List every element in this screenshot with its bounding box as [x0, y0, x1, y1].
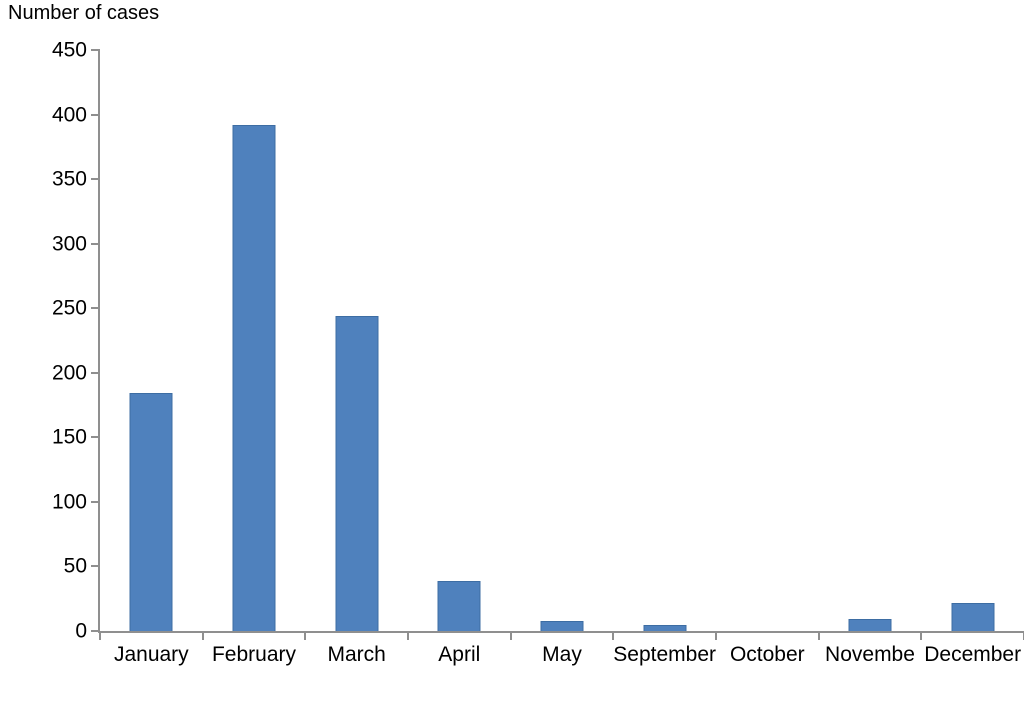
y-tick-mark — [91, 436, 100, 439]
x-tick-mark — [920, 633, 923, 640]
x-tick-mark — [817, 633, 820, 640]
chart-title: Number of cases — [8, 2, 160, 24]
y-tick-mark — [91, 307, 100, 310]
x-tick-label: January — [113, 643, 189, 666]
category-cell: May — [511, 50, 614, 666]
category-cell: January — [100, 50, 203, 666]
y-tick-mark — [91, 371, 100, 374]
x-tick-label: September — [613, 643, 717, 666]
x-tick-mark — [201, 633, 204, 640]
y-tick-mark — [91, 178, 100, 181]
y-tick-mark — [91, 49, 100, 51]
bar — [848, 619, 892, 631]
category-cell: Novembe — [819, 50, 922, 666]
x-tick-label: March — [327, 643, 386, 666]
y-tick-label: 250 — [51, 296, 87, 320]
category-cell: April — [408, 50, 511, 666]
bar — [437, 580, 481, 631]
x-tick-label: May — [542, 643, 582, 666]
y-tick-label: 450 — [51, 38, 87, 62]
y-tick-mark — [91, 113, 100, 116]
y-tick-label: 300 — [51, 232, 87, 256]
bar — [951, 602, 995, 631]
y-tick-label: 100 — [51, 490, 87, 514]
y-tick-mark — [91, 500, 100, 503]
bar — [129, 393, 173, 631]
y-tick-label: 200 — [51, 361, 87, 385]
x-tick-label: Novembe — [825, 643, 915, 666]
x-tick-label: April — [438, 643, 481, 666]
y-tick-mark — [91, 565, 100, 568]
bar — [540, 620, 584, 631]
y-tick-label: 350 — [51, 167, 87, 191]
bar — [643, 624, 687, 631]
x-tick-mark — [612, 633, 615, 640]
category-cell: March — [305, 50, 408, 666]
y-tick-label: 400 — [51, 103, 87, 127]
bar — [232, 124, 276, 631]
x-tick-label: February — [211, 643, 296, 666]
x-tick-mark — [99, 633, 101, 640]
category-cell: October — [716, 50, 819, 666]
plot-area: 0 50 100 150 200 250 300 350 400 450 January Februa… — [52, 40, 1024, 666]
x-tick-label: October — [729, 643, 805, 666]
category-cell: September — [613, 50, 716, 666]
category-cell: December — [921, 50, 1024, 666]
x-tick-mark — [406, 633, 409, 640]
x-tick-mark — [509, 633, 512, 640]
x-tick-mark — [304, 633, 307, 640]
y-tick-label: 0 — [75, 619, 87, 643]
y-tick-label: 50 — [63, 554, 87, 578]
y-tick-mark — [91, 630, 100, 632]
y-tick-mark — [91, 242, 100, 245]
x-tick-mark — [714, 633, 717, 640]
x-tick-label: December — [924, 643, 1022, 666]
category-cell: February — [203, 50, 306, 666]
bar — [335, 315, 379, 631]
y-tick-label: 150 — [51, 425, 87, 449]
